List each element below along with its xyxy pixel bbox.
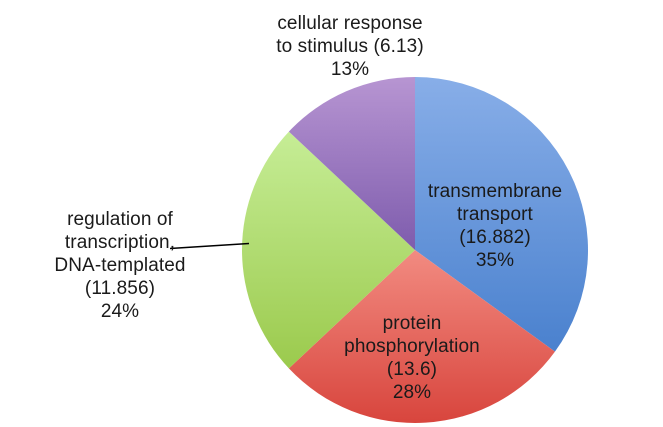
- leader-line: [169, 242, 250, 250]
- slice-label-protein-phosphorylation: protein phosphorylation (13.6) 28%: [302, 312, 522, 404]
- slice-label-regulation-of-transcription-dna-templated: regulation of transcription, DNA-templat…: [10, 208, 230, 323]
- slice-label-line: 24%: [100, 301, 140, 322]
- slice-label-line: DNA-templated: [54, 255, 186, 276]
- slice-label-line: (16.882): [459, 227, 531, 248]
- pie-slice-protein-phosphorylation: [288, 250, 555, 423]
- slice-label-line: transcription,: [64, 232, 176, 253]
- pie-slice-regulation-of-transcription-dna-templated: [241, 131, 415, 369]
- pie-slice-transmembrane-transport: [415, 77, 588, 352]
- slice-label-line: cellular response: [277, 13, 423, 34]
- slice-label-transmembrane-transport: transmembrane transport (16.882) 35%: [385, 180, 605, 272]
- slice-label-line: (13.6): [386, 359, 438, 380]
- slice-label-line: transmembrane: [427, 181, 563, 202]
- slice-label-line: 35%: [475, 250, 515, 271]
- slice-label-line: to stimulus (6.13): [276, 36, 424, 57]
- pie-slices: [241, 77, 588, 423]
- slice-label-line: 13%: [330, 59, 370, 80]
- slice-label-cellular-response-to-stimulus: cellular response to stimulus (6.13) 13%: [240, 12, 460, 81]
- slice-label-line: (11.856): [84, 278, 156, 299]
- slice-label-line: transport: [457, 204, 533, 225]
- slice-label-line: regulation of: [67, 209, 173, 230]
- pie-slice-cellular-response-to-stimulus: [288, 77, 415, 250]
- slice-label-line: phosphorylation: [344, 336, 480, 357]
- slice-label-line: 28%: [392, 382, 432, 403]
- slice-label-line: protein: [382, 313, 442, 334]
